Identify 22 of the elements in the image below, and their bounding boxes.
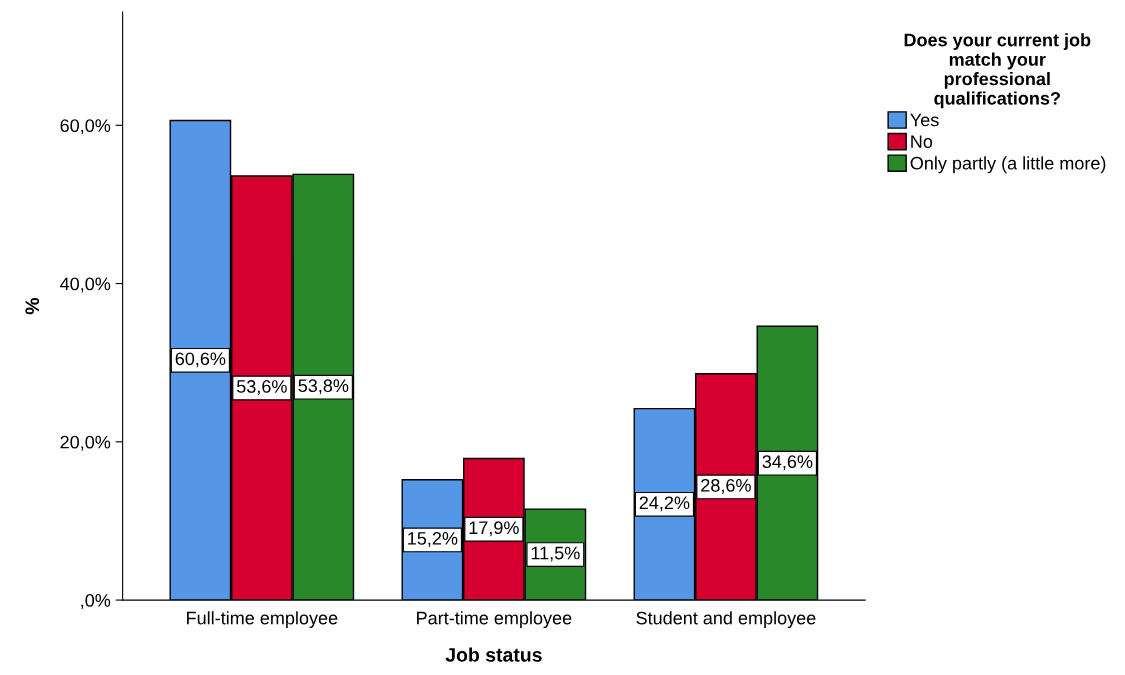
y-tick-label: 60,0%: [60, 119, 111, 135]
x-tick-label: Student and employee: [636, 611, 816, 629]
data-label: 15,2%: [408, 532, 458, 547]
data-label: 53,6%: [236, 380, 287, 395]
y-tick-label: ,0%: [81, 594, 111, 609]
x-axis-title: Job status: [445, 647, 542, 662]
y-tick-label: 20,0%: [60, 435, 111, 451]
data-label: 60,6%: [175, 352, 226, 368]
x-tick-label: Full-time employee: [187, 611, 338, 629]
y-tick-label: 40,0%: [60, 277, 111, 293]
data-label: 11,5%: [531, 546, 580, 562]
x-tick-label: Part-time employee: [417, 611, 572, 629]
data-label: 34,6%: [762, 455, 813, 471]
legend-label: No: [911, 135, 933, 148]
y-axis-title: %: [25, 297, 40, 315]
data-label: 17,9%: [469, 521, 519, 537]
data-label: 28,6%: [701, 478, 751, 494]
data-label: 53,8%: [298, 379, 349, 395]
legend-label: Yes: [910, 113, 939, 127]
legend-label: Only partly (a little more): [910, 156, 1106, 174]
legend-title: Does your current job match your professional qualifications?: [904, 33, 1091, 109]
data-label: 24,2%: [639, 496, 690, 512]
